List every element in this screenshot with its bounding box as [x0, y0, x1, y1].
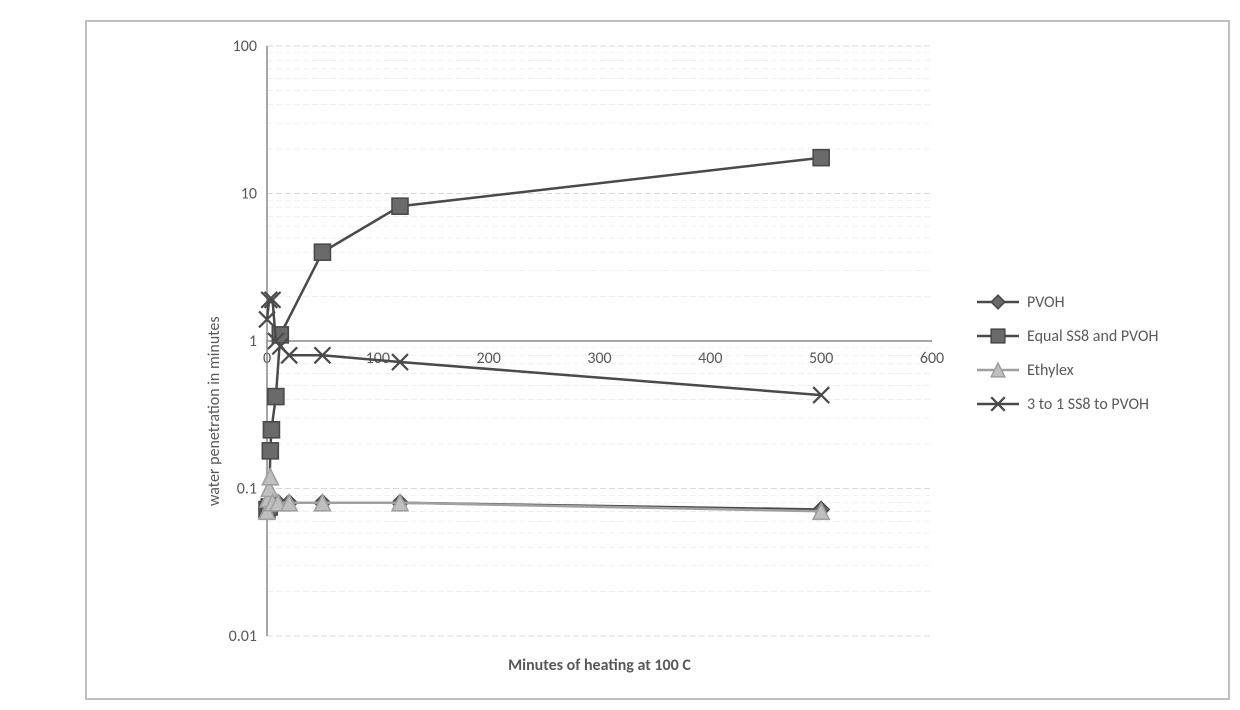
svg-text:0.01: 0.01: [229, 627, 257, 646]
series-equal-ss8-and-pvoh: [259, 150, 829, 518]
svg-text:10: 10: [241, 185, 257, 204]
svg-text:3 to 1 SS8 to PVOH: 3 to 1 SS8 to PVOH: [1027, 395, 1149, 414]
svg-text:600: 600: [920, 349, 944, 368]
series-ethylex: [259, 469, 829, 520]
svg-text:0.1: 0.1: [237, 480, 257, 499]
chart-area: 0.010.11101000100200300400500600Minutes …: [87, 22, 1228, 698]
chart-frame: 0.010.11101000100200300400500600Minutes …: [85, 20, 1230, 700]
svg-text:500: 500: [809, 349, 833, 368]
svg-text:Equal SS8 and PVOH: Equal SS8 and PVOH: [1027, 327, 1158, 346]
svg-text:200: 200: [477, 349, 501, 368]
svg-text:100: 100: [233, 37, 257, 56]
y-axis-label: water penetration in minutes: [205, 317, 224, 507]
svg-text:1: 1: [249, 332, 257, 351]
svg-text:400: 400: [698, 349, 722, 368]
svg-text:Minutes of heating at 100 C: Minutes of heating at 100 C: [508, 656, 691, 675]
svg-text:300: 300: [587, 349, 611, 368]
chart-svg: 0.010.11101000100200300400500600Minutes …: [87, 22, 1228, 698]
legend: PVOH Equal SS8 and PVOH Ethylex 3 to 1 SS8 …: [977, 293, 1158, 414]
svg-text:PVOH: PVOH: [1027, 293, 1065, 312]
svg-text:Ethylex: Ethylex: [1027, 361, 1074, 380]
